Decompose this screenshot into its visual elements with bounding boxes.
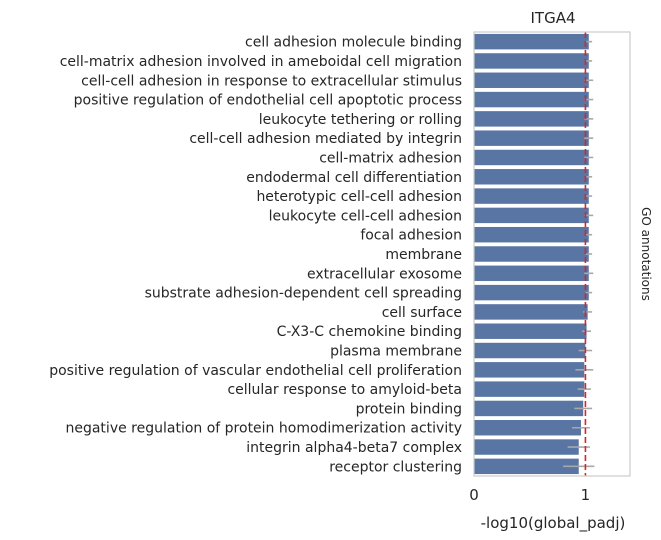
bar-15 [474,323,587,339]
bar-21 [474,439,579,455]
category-label-3: positive regulation of endothelial cell … [74,93,462,109]
bar-22 [474,458,579,475]
bar-4 [474,111,589,127]
category-label-1: cell-matrix adhesion involved in ameboid… [60,54,462,70]
x-tick-label-0: 0 [469,486,479,504]
category-label-8: heterotypic cell-cell adhesion [256,189,462,205]
bar-9 [474,207,589,224]
bar-0 [474,33,589,50]
bar-18 [474,381,585,397]
category-label-7: endodermal cell differentiation [246,170,462,186]
category-label-21: integrin alpha4-beta7 complex [246,440,462,456]
category-label-16: plasma membrane [330,344,462,360]
x-tick-label-1: 1 [581,486,591,504]
category-label-0: cell adhesion molecule binding [245,35,462,51]
bar-7 [474,169,589,185]
bar-11 [474,246,589,262]
bar-10 [474,226,589,243]
bar-12 [474,265,589,282]
category-label-10: focal adhesion [360,228,462,244]
category-label-20: negative regulation of protein homodimer… [65,421,462,437]
category-label-4: leukocyte tethering or rolling [259,112,462,128]
category-label-9: leukocyte cell-cell adhesion [269,208,462,224]
category-label-12: extracellular exosome [307,266,462,282]
bar-8 [474,188,589,204]
category-label-17: positive regulation of vascular endothel… [49,363,462,379]
bar-6 [474,149,589,166]
category-label-11: membrane [385,247,462,263]
side-label: GO annotations [639,207,653,301]
plot-frame [473,31,631,477]
category-label-14: cell surface [382,305,462,321]
bars-layer [474,33,589,475]
bar-13 [474,284,589,301]
category-label-5: cell-cell adhesion mediated by integrin [189,131,462,147]
category-label-2: cell-cell adhesion in response to extrac… [81,73,462,89]
bar-5 [474,130,589,146]
category-label-22: receptor clustering [329,459,462,475]
chart-title: ITGA4 [530,9,575,27]
bar-19 [474,400,584,417]
bar-1 [474,53,589,69]
bar-3 [474,91,589,108]
bar-14 [474,304,588,320]
category-label-13: substrate adhesion-dependent cell spread… [145,286,462,302]
x-axis-label: -log10(global_padj) [481,514,626,533]
bar-16 [474,342,586,359]
bar-17 [474,362,585,378]
bar-20 [474,420,581,436]
category-label-19: protein binding [356,401,462,417]
bar-2 [474,72,589,88]
category-label-18: cellular response to amyloid-beta [227,382,462,398]
category-label-15: C-X3-C chemokine binding [277,324,462,340]
category-label-6: cell-matrix adhesion [319,150,462,166]
category-labels-layer: cell adhesion molecule binding cell-matri… [49,35,462,476]
